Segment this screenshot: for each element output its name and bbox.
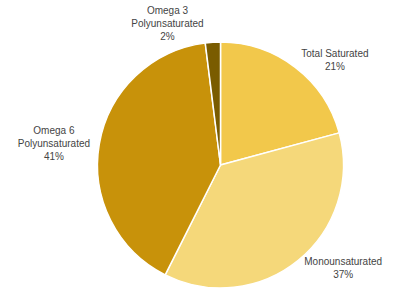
svg-text:Total Saturated21%: Total Saturated21%: [301, 48, 368, 72]
svg-text:Omega 3Polyunsaturated2%: Omega 3Polyunsaturated2%: [131, 5, 203, 42]
svg-text:Omega 6Polyunsaturated41%: Omega 6Polyunsaturated41%: [18, 125, 90, 162]
svg-text:Monounsaturated37%: Monounsaturated37%: [304, 256, 382, 280]
